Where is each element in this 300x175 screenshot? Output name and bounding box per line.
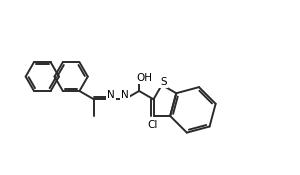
Text: OH: OH <box>136 73 152 83</box>
Text: N: N <box>107 90 114 100</box>
Text: Cl: Cl <box>147 120 158 130</box>
Text: N: N <box>121 90 129 100</box>
Text: S: S <box>160 77 167 87</box>
